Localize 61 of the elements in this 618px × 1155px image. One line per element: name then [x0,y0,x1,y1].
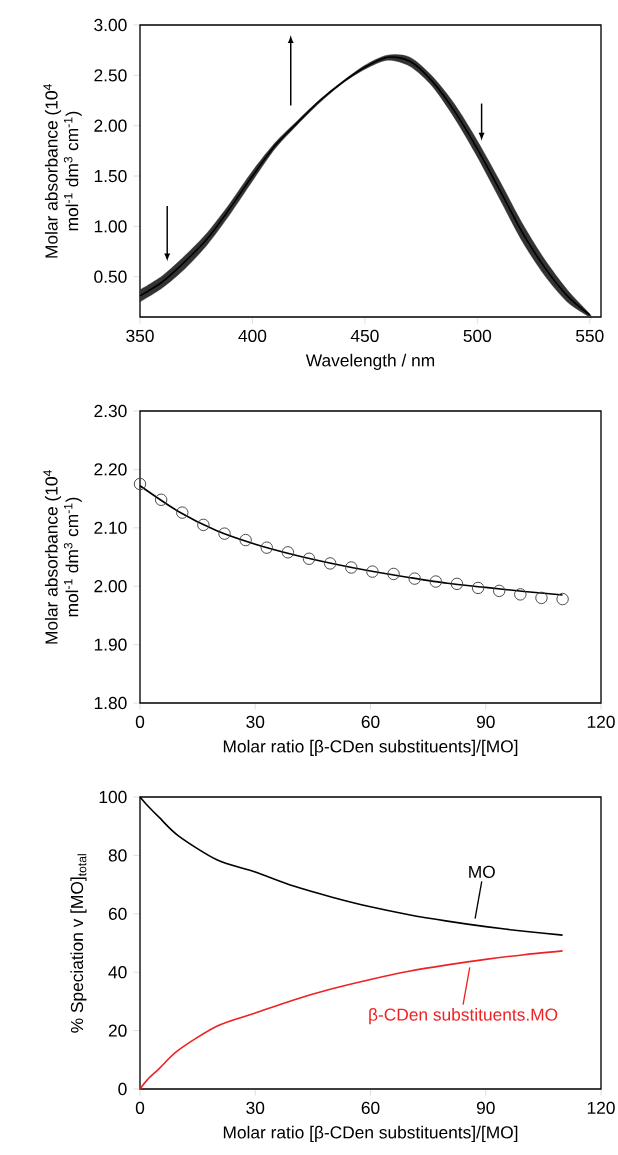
point [450,577,464,591]
point [323,557,337,570]
x-axis-title: Molar ratio [β-CDen substituents]/[MO] [223,1125,518,1142]
x-tick-label: 550 [575,329,604,342]
y-tick-label: 2.00 [94,119,127,132]
point [514,588,527,601]
x-tick-label: 0 [135,715,145,728]
y-tick-label: 1.90 [94,638,127,651]
point [239,533,252,547]
x-tick-label: 400 [238,329,267,342]
point [429,575,443,588]
x-tick-label: 30 [246,715,265,728]
y-tick-label: 1.00 [94,220,127,233]
x-axis-title: Wavelength / nm [305,353,435,370]
y-tick-label: 0 [118,1082,127,1096]
y-tick-label: 2.50 [94,69,127,82]
x-tick-label: 0 [135,1101,145,1114]
y-tick-label: 20 [108,1024,127,1037]
y-tick-label: 40 [108,966,127,979]
x-tick-label: 60 [361,1101,380,1114]
y-tick-label: 2.00 [94,580,127,593]
point [218,527,231,540]
y-tick-label: 100 [99,790,127,804]
x-tick-label: 500 [463,329,492,342]
y-tick-label: 80 [108,849,127,862]
y-tick-label: 2.30 [94,404,127,418]
x-tick-label: 450 [350,329,379,342]
point [387,567,400,581]
point [260,541,273,554]
point [154,493,168,506]
point [471,581,485,595]
point [408,572,421,585]
y-tick-label: 60 [108,907,127,920]
point [535,591,548,605]
point [556,592,569,606]
point [302,552,316,565]
point [197,518,210,532]
point [366,565,379,578]
point [345,561,358,574]
x-tick-label: 350 [126,329,154,342]
point [176,506,189,519]
y-tick-label: 1.50 [94,169,127,183]
y-tick-label: 1.80 [94,696,127,710]
legend-label: β-CDen substituents.MO [369,1008,558,1025]
y-axis-title: % Speciation v [MO]$_{total}$ [70,854,87,1033]
x-tick-label: 60 [361,715,380,728]
y-tick-label: 2.10 [94,521,127,534]
y-tick-label: 0.50 [94,270,127,283]
point [133,477,147,491]
x-tick-label: 120 [587,1101,615,1114]
x-tick-label: 30 [246,1101,265,1114]
x-tick-label: 90 [476,1101,495,1114]
x-tick-label: 90 [476,715,495,728]
x-tick-label: 120 [587,715,615,728]
line-series [139,950,564,1090]
point [493,584,506,598]
point [281,546,295,559]
x-axis-title: Molar ratio [β-CDen substituents]/[MO] [223,739,518,756]
y-tick-label: 3.00 [94,18,127,32]
y-tick-label: 2.20 [94,463,127,476]
text: MO [469,865,495,878]
